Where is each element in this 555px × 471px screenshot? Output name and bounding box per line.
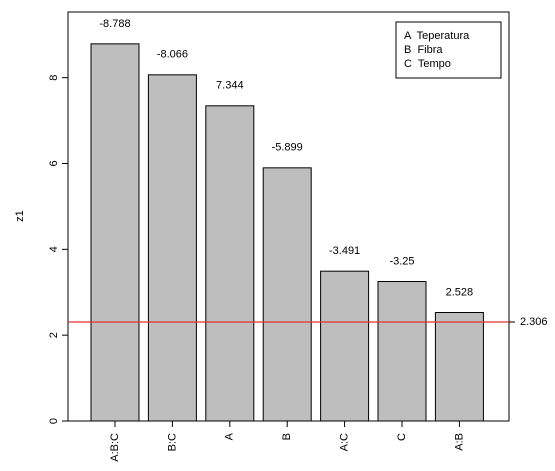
value-label: -3.491 [329, 245, 360, 257]
value-label: 7.344 [216, 80, 244, 92]
x-tick-label: C [396, 433, 408, 441]
bar [90, 43, 140, 422]
bar [205, 105, 255, 422]
legend-box [395, 21, 502, 79]
x-tick-label: A:C [339, 433, 351, 451]
legend-entry: A Teperatura [404, 30, 470, 42]
value-label: -3.25 [389, 255, 414, 267]
bar [377, 281, 427, 422]
value-label: -8.788 [99, 18, 130, 30]
y-tick-label: 2 [48, 332, 60, 338]
x-tick-label: B:C [166, 433, 178, 451]
x-tick-label: A [224, 432, 236, 440]
bar [147, 74, 197, 422]
bar [434, 312, 484, 422]
x-tick-label: A:B:C [109, 433, 121, 462]
value-label: 2.528 [446, 286, 474, 298]
y-tick-label: 6 [48, 160, 60, 166]
y-tick-label: 4 [48, 246, 60, 252]
reference-label: 2.306 [520, 316, 548, 328]
y-axis-label: z1 [14, 210, 26, 222]
x-tick-label: B [281, 433, 293, 440]
legend-entry: B Fibra [404, 44, 443, 56]
x-tick-label: A:B [453, 433, 465, 451]
bar [262, 167, 312, 422]
legend-entry: C Tempo [404, 58, 451, 70]
value-label: -5.899 [272, 142, 303, 154]
value-label: -8.066 [157, 49, 188, 61]
bar [320, 270, 370, 422]
y-tick-label: 0 [48, 418, 60, 424]
y-tick-label: 8 [48, 75, 60, 81]
